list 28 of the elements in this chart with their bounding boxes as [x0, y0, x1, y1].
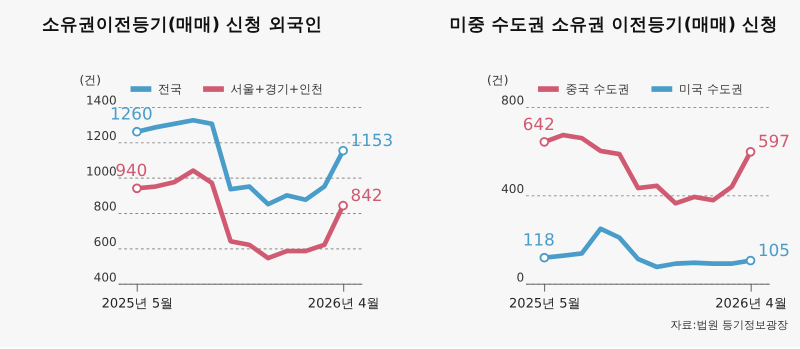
- y-tick-label: 400: [94, 270, 117, 284]
- y-tick-label: 600: [94, 235, 117, 250]
- x-tick-label: 2025년 5월: [102, 296, 174, 312]
- legend-label: 미국 수도권: [679, 82, 743, 96]
- data-label: 118: [522, 230, 555, 250]
- chart-title: 소유권이전등기(매매) 신청 외국인: [42, 14, 322, 35]
- x-tick-label: 2025년 5월: [509, 296, 581, 312]
- y-tick-label: 1200: [86, 129, 117, 144]
- chart-title: 미중 수도권 소유권 이전등기(매매) 신청: [449, 14, 778, 35]
- text: 자료:법원 등기정보광장: [670, 318, 788, 332]
- y-tick-label: 400: [501, 182, 524, 196]
- y-tick-label: 800: [501, 94, 524, 108]
- y-axis-title: (건): [80, 73, 101, 88]
- y-tick-label: 1000: [86, 164, 117, 178]
- data-label: 597: [758, 131, 790, 152]
- y-tick-label: 0: [516, 270, 524, 284]
- data-label: 105: [758, 240, 790, 260]
- legend-label: 서울+경기+인천: [230, 82, 323, 96]
- x-tick-label: 2026년 4월: [308, 296, 380, 312]
- data-label: 940: [115, 160, 148, 180]
- legend-label: 전국: [158, 82, 182, 96]
- y-axis-title: (건): [486, 73, 508, 88]
- data-label: 642: [522, 114, 555, 134]
- legend-label: 중국 수도권: [566, 82, 630, 96]
- data-label: 842: [350, 184, 383, 205]
- x-tick-label: 2026년 4월: [715, 296, 787, 312]
- data-label: 1153: [350, 130, 394, 150]
- y-tick-label: 800: [94, 200, 117, 214]
